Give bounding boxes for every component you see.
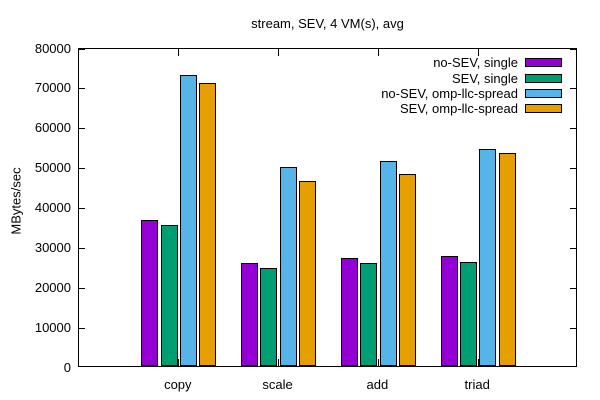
y-tick-label: 70000 bbox=[34, 80, 71, 96]
y-tick-right bbox=[570, 208, 576, 209]
y-tick-label: 60000 bbox=[34, 120, 71, 136]
y-tick-left bbox=[79, 88, 85, 90]
bar-copy-1 bbox=[141, 219, 159, 366]
bar-copy-4 bbox=[199, 82, 217, 366]
bar-scale-1 bbox=[241, 262, 259, 366]
bar-add-3 bbox=[379, 160, 397, 366]
bar-scale-4 bbox=[299, 181, 317, 366]
plot-area bbox=[78, 48, 577, 367]
y-tick-label: 80000 bbox=[34, 40, 71, 56]
y-tick-right bbox=[570, 327, 576, 329]
legend-row: no-SEV, omp-llc-spread bbox=[381, 86, 562, 101]
y-tick-right bbox=[570, 128, 576, 130]
legend-swatch-icon bbox=[525, 104, 562, 114]
legend-label: no-SEV, single bbox=[433, 55, 518, 71]
x-tick-bottom bbox=[477, 359, 479, 366]
legend-row: no-SEV, single bbox=[381, 55, 562, 70]
bar-triad-4 bbox=[498, 153, 516, 366]
y-tick-label: 10000 bbox=[34, 319, 71, 335]
legend-swatch-icon bbox=[525, 58, 562, 68]
y-tick-right bbox=[570, 247, 576, 249]
y-tick-right bbox=[570, 287, 576, 289]
x-tick-bottom bbox=[178, 359, 180, 366]
x-tick-top bbox=[278, 49, 280, 56]
bar-scale-3 bbox=[279, 167, 297, 366]
y-tick-right bbox=[570, 168, 576, 170]
legend-label: no-SEV, omp-llc-spread bbox=[381, 85, 518, 101]
x-tick-top bbox=[178, 49, 180, 56]
legend-row: SEV, single bbox=[381, 70, 562, 86]
y-tick-right bbox=[570, 88, 576, 90]
x-tick-label: scale bbox=[262, 377, 293, 392]
y-tick-left bbox=[79, 327, 85, 329]
y-tick-right bbox=[570, 48, 576, 50]
y-tick-left bbox=[79, 287, 85, 289]
y-tick-left bbox=[79, 48, 85, 50]
legend-swatch-icon bbox=[525, 88, 562, 98]
x-tick-top bbox=[477, 49, 479, 56]
bar-add-2 bbox=[360, 262, 378, 366]
x-tick-bottom bbox=[278, 359, 280, 366]
bar-add-1 bbox=[340, 257, 358, 366]
y-tick-label: 20000 bbox=[34, 279, 71, 295]
x-tick-bottom bbox=[377, 359, 379, 366]
bar-copy-2 bbox=[160, 225, 178, 366]
bar-triad-2 bbox=[460, 261, 478, 366]
bar-add-4 bbox=[398, 173, 416, 366]
y-tick-left bbox=[79, 208, 85, 209]
y-tick-left bbox=[79, 247, 85, 249]
y-tick-label: 50000 bbox=[34, 160, 71, 176]
bar-copy-3 bbox=[179, 74, 197, 366]
x-tick-label: add bbox=[366, 377, 389, 392]
bar-triad-3 bbox=[479, 149, 497, 366]
y-tick-left bbox=[79, 128, 85, 130]
x-tick-top bbox=[377, 49, 379, 56]
legend-label: SEV, omp-llc-spread bbox=[399, 101, 518, 117]
y-tick-label: 30000 bbox=[34, 239, 71, 255]
legend: no-SEV, single SEV, single no-SEV, omp-llc… bbox=[381, 55, 562, 117]
x-tick-label: copy bbox=[164, 377, 192, 392]
legend-swatch-icon bbox=[525, 73, 562, 83]
legend-label: SEV, single bbox=[451, 70, 518, 86]
y-tick-label: 0 bbox=[63, 359, 71, 375]
y-tick-label: 40000 bbox=[34, 200, 71, 215]
bar-triad-1 bbox=[440, 256, 458, 366]
bar-scale-2 bbox=[260, 267, 278, 366]
chart-title: stream, SEV, 4 VM(s), avg bbox=[251, 16, 404, 31]
legend-row: SEV, omp-llc-spread bbox=[381, 101, 562, 116]
x-tick-label: triad bbox=[464, 377, 490, 392]
y-tick-left bbox=[79, 168, 85, 170]
